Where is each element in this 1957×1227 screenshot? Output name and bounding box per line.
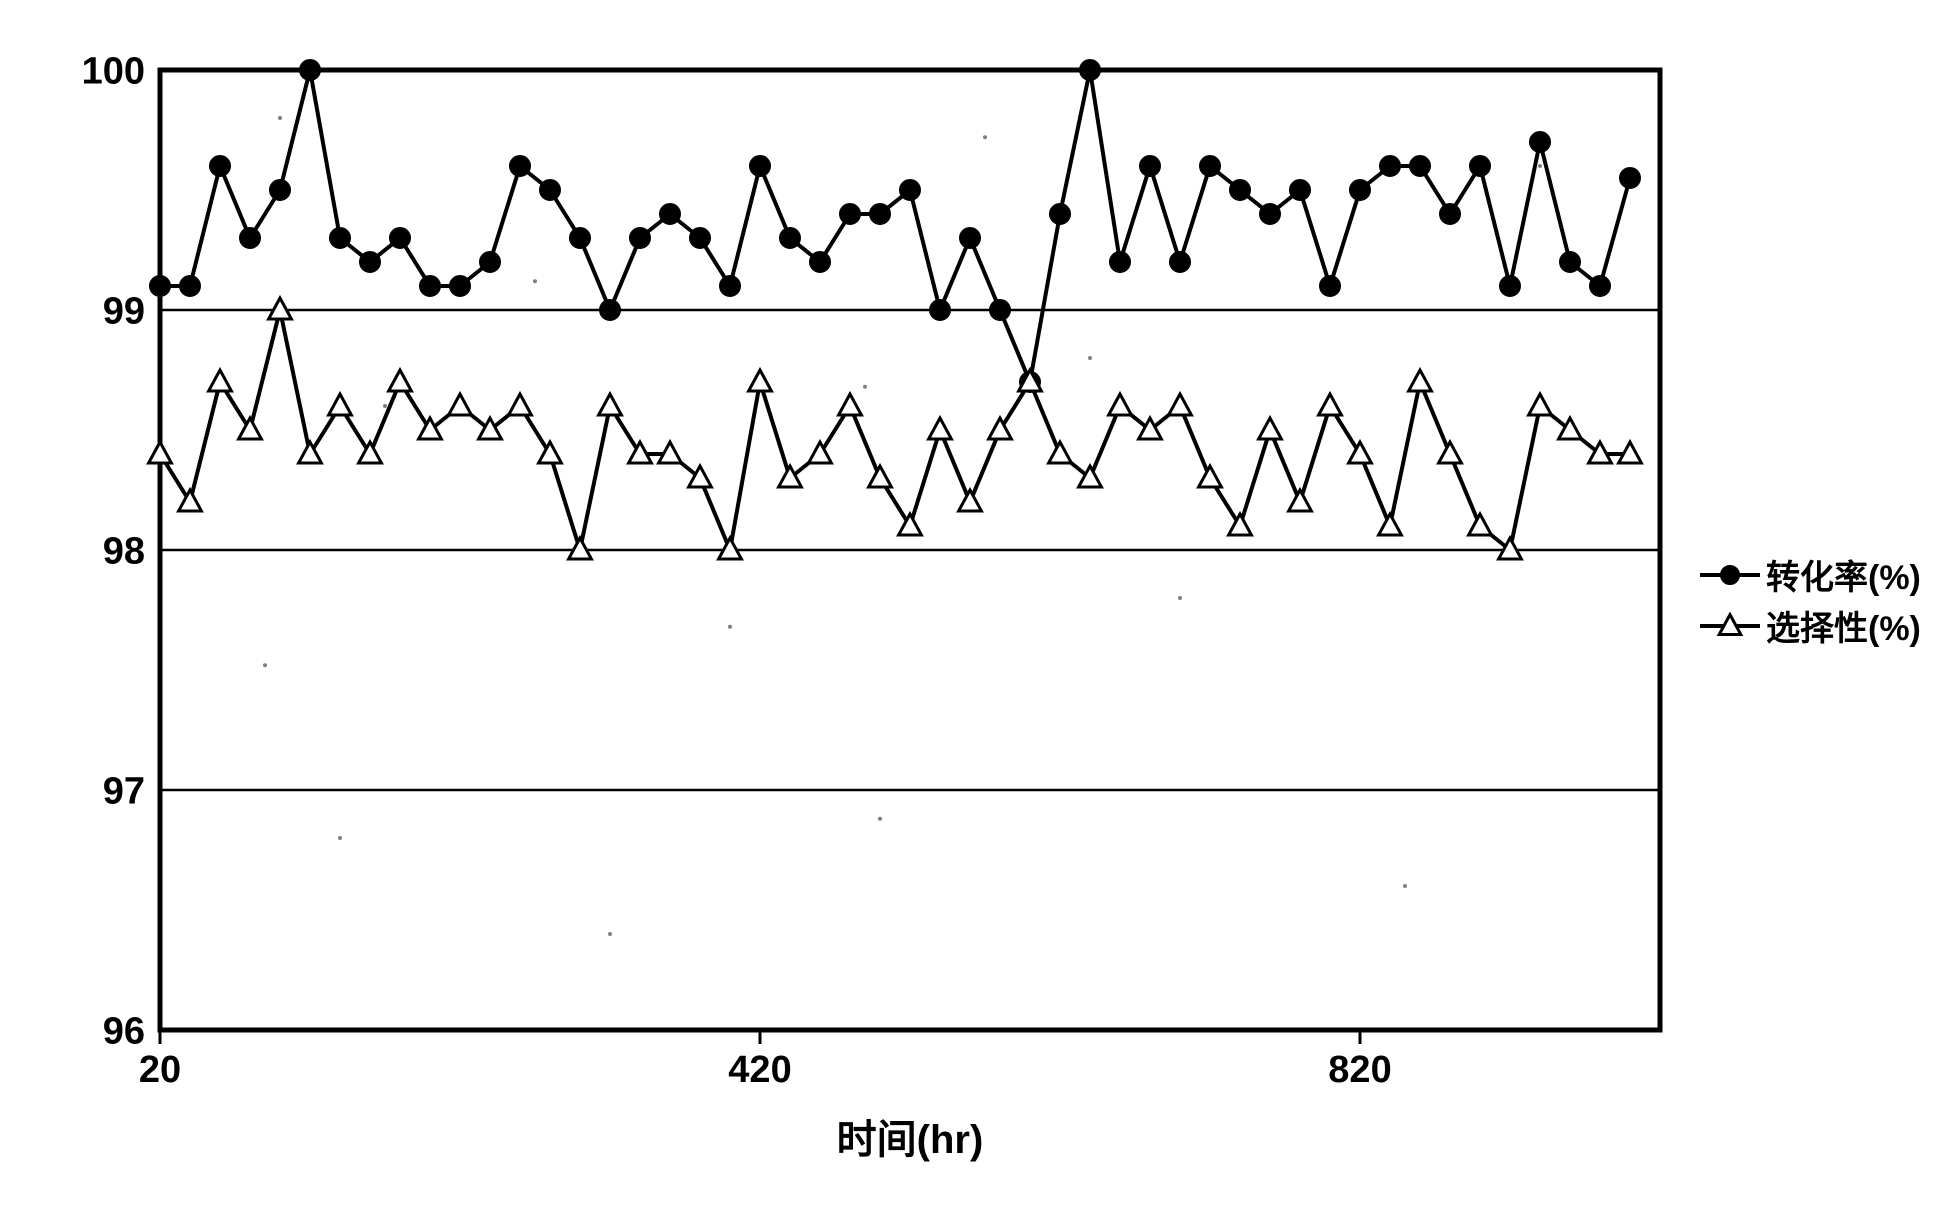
legend-item-selectivity: 选择性(%)	[1700, 601, 1921, 650]
legend-label: 转化率(%)	[1766, 550, 1921, 599]
svg-text:420: 420	[728, 1049, 791, 1091]
svg-text:99: 99	[103, 290, 145, 332]
legend-label: 选择性(%)	[1766, 601, 1921, 650]
svg-text:100: 100	[82, 50, 145, 92]
chart-container: 96 97 98 99 100 20 420 820 转化率(%)选择性(%)	[50, 50, 1921, 1150]
svg-text:820: 820	[1328, 1049, 1391, 1091]
chart-page: 96 97 98 99 100 20 420 820 转化率(%)选择性(%) 时间(hr)	[0, 0, 1957, 1227]
legend-item-conversion: 转化率(%)	[1700, 550, 1921, 599]
svg-text:96: 96	[103, 1010, 145, 1052]
legend-swatch-icon	[1700, 561, 1760, 589]
svg-text:20: 20	[139, 1049, 181, 1091]
x-axis-label: 时间(hr)	[160, 1107, 1660, 1165]
chart-svg: 96 97 98 99 100 20 420 820	[50, 50, 1680, 1150]
legend: 转化率(%)选择性(%)	[1700, 548, 1921, 652]
svg-text:97: 97	[103, 770, 145, 812]
svg-text:98: 98	[103, 530, 145, 572]
legend-swatch-icon	[1700, 612, 1760, 640]
